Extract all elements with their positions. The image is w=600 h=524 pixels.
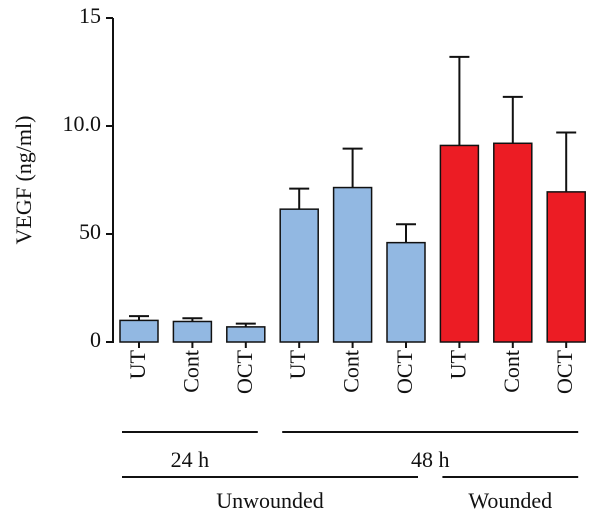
x-tick-label: Cont	[499, 350, 524, 393]
x-group-label: 48 h	[411, 447, 450, 472]
x-tick-label: Cont	[339, 350, 364, 393]
x-tick-label: OCT	[392, 349, 417, 394]
x-tick-label: UT	[285, 349, 310, 379]
bar	[172, 320, 213, 343]
x-tick-label: Cont	[178, 350, 203, 393]
x-tick-label: UT	[445, 349, 470, 379]
bar	[546, 191, 586, 343]
bar	[119, 319, 159, 343]
y-tick-label: 15	[79, 3, 101, 28]
y-axis-label: VEGF (ng/ml)	[11, 116, 36, 245]
x-supergroup-label: Unwounded	[216, 488, 324, 513]
x-tick-label: OCT	[232, 349, 257, 394]
bar	[279, 208, 319, 343]
bar	[386, 241, 426, 343]
bar	[439, 144, 480, 343]
bar	[332, 186, 373, 343]
y-tick-label: 50	[79, 219, 101, 244]
x-tick-label: UT	[125, 349, 150, 379]
bar	[493, 142, 533, 343]
x-group-label: 24 h	[171, 447, 210, 472]
y-tick-label: 10.0	[63, 111, 102, 136]
y-tick-label: 0	[90, 327, 101, 352]
x-supergroup-label: Wounded	[468, 488, 552, 513]
bar	[226, 326, 266, 343]
x-tick-label: OCT	[552, 349, 577, 394]
